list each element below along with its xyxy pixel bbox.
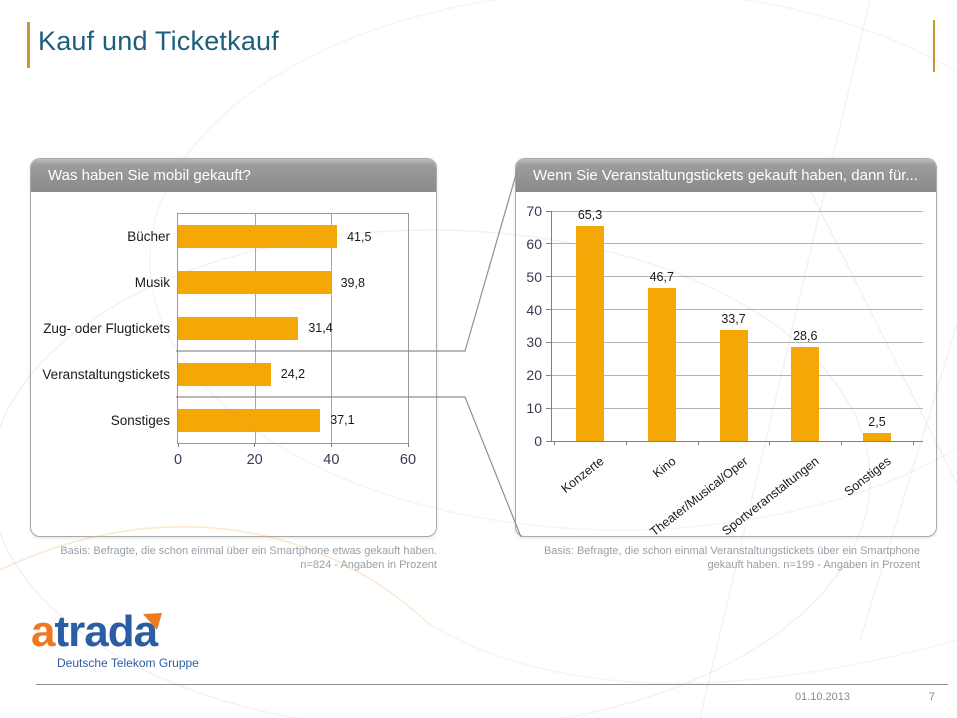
category-label: Zug- oder Flugtickets <box>43 320 170 336</box>
plot-area-right: 0 10 20 30 40 50 60 70 65,3 Konzerte 46,7 Kino 33,7 T… <box>526 203 923 539</box>
x-axis-label-0: 0 <box>173 452 183 468</box>
value-label: 24,2 <box>280 367 306 382</box>
y-axis-label-0: 0 <box>534 433 542 449</box>
category-label: Veranstaltungstickets <box>42 366 170 382</box>
value-label: 28,6 <box>793 329 818 344</box>
x-boundary-tick-4 <box>841 441 843 445</box>
panel-mobile-purchases: Was haben Sie mobil gekauft? 0 20 40 60 Büch… <box>30 158 437 537</box>
x-boundary-tick-3 <box>769 441 771 445</box>
x-boundary-tick-0 <box>554 441 556 445</box>
y-tick-10 <box>546 407 552 409</box>
y-axis-label-50: 50 <box>526 268 542 285</box>
x-axis-label-40: 40 <box>323 452 340 468</box>
y-tick-30 <box>546 341 552 343</box>
category-label: Bücher <box>127 229 170 245</box>
y-axis-label-70: 70 <box>526 203 542 219</box>
top-right-accent-bar <box>933 20 935 72</box>
y-tick-0 <box>546 440 552 442</box>
value-label: 41,5 <box>347 229 372 244</box>
gridline-y-60 <box>552 243 923 245</box>
panel-ticket-types: Wenn Sie Veranstaltungstickets gekauft h… <box>515 158 937 539</box>
gridline-y-50 <box>552 276 923 278</box>
value-label: 31,4 <box>308 321 333 336</box>
y-tick-20 <box>546 374 552 376</box>
x-tick-0 <box>177 443 179 447</box>
basis-note-right: Basis: Befragte, die schon einmal Verans… <box>527 545 920 572</box>
y-axis-label-20: 20 <box>526 367 542 384</box>
value-label: 39,8 <box>340 275 365 290</box>
bar-konzerte <box>576 226 604 441</box>
logo-flag-icon <box>143 613 162 630</box>
atrada-logo-wordmark: atrada <box>31 610 199 654</box>
logo-letters-trada: trada <box>54 607 158 656</box>
category-label: Musik <box>134 275 170 291</box>
bar-sonstiges <box>863 432 891 441</box>
footer-date: 01.10.2013 <box>794 691 850 703</box>
y-tick-60 <box>546 243 552 245</box>
x-tick-40 <box>330 443 332 447</box>
footer-page-number: 7 <box>928 691 935 703</box>
x-boundary-tick-5 <box>912 441 914 445</box>
bar-theater-musical-oper <box>719 330 748 441</box>
value-label: 46,7 <box>649 269 674 284</box>
footer-divider <box>36 684 948 685</box>
y-tick-40 <box>546 309 552 311</box>
value-label: 33,7 <box>721 312 746 327</box>
x-boundary-tick-1 <box>625 441 627 445</box>
plot-area-left: 0 20 40 60 Bücher 41,5 Musik 39,8 Zug- oder Flug… <box>42 213 416 468</box>
x-boundary-tick-2 <box>697 441 699 445</box>
bar-musik <box>178 271 331 295</box>
y-tick-50 <box>546 276 552 278</box>
y-axis-label-60: 60 <box>526 235 542 252</box>
chart-ticket-types: 0 10 20 30 40 50 60 70 65,3 Konzerte 46,7 Kino 33,7 T… <box>516 192 936 539</box>
basis-right-line1: Basis: Befragte, die schon einmal Verans… <box>543 545 920 557</box>
bar-zug-oder-flugtickets <box>178 317 299 340</box>
gridline-y-70 <box>552 210 923 212</box>
bar-kino <box>647 287 676 441</box>
x-axis-label-60: 60 <box>399 452 417 468</box>
logo-subtitle: Deutsche Telekom Gruppe <box>57 656 199 670</box>
basis-left-line2: n=824 - Angaben in Prozent <box>300 558 437 571</box>
gridline-y-40 <box>552 309 923 311</box>
value-label: 65,3 <box>577 208 603 223</box>
chart-mobile-purchases: 0 20 40 60 Bücher 41,5 Musik 39,8 Zug- oder Flug… <box>31 192 436 536</box>
page-title: Kauf und Ticketkauf <box>38 26 279 56</box>
value-label: 2,5 <box>868 414 886 429</box>
bar-b-cher <box>178 225 338 249</box>
panel-header-left: Was haben Sie mobil gekauft? <box>31 159 436 192</box>
x-axis-label-20: 20 <box>246 452 263 468</box>
x-tick-20 <box>254 443 256 447</box>
category-label: Sonstiges <box>110 412 170 428</box>
bar-sonstiges <box>178 408 321 432</box>
value-label: 37,1 <box>330 413 355 428</box>
x-tick-60 <box>407 443 409 447</box>
y-tick-70 <box>546 210 552 212</box>
basis-left-line1: Basis: Befragte, die schon einmal über e… <box>60 545 437 557</box>
atrada-logo: atrada Deutsche Telekom Gruppe <box>31 610 199 671</box>
logo-letter-a: a <box>31 607 56 656</box>
bar-sportveranstaltungen <box>791 347 820 441</box>
y-axis-label-10: 10 <box>526 400 542 417</box>
panel-header-right: Wenn Sie Veranstaltungstickets gekauft h… <box>516 159 936 192</box>
bar-veranstaltungstickets <box>178 362 271 386</box>
basis-right-line2: gekauft haben. n=199 - Angaben in Prozen… <box>707 558 920 571</box>
panel-title-right: Wenn Sie Veranstaltungstickets gekauft h… <box>533 167 918 184</box>
panel-title-left: Was haben Sie mobil gekauft? <box>48 167 251 184</box>
basis-note-left: Basis: Befragte, die schon einmal über e… <box>42 545 437 572</box>
title-accent-bar <box>27 22 30 68</box>
y-axis-label-40: 40 <box>526 301 542 318</box>
y-axis-label-30: 30 <box>526 334 542 351</box>
